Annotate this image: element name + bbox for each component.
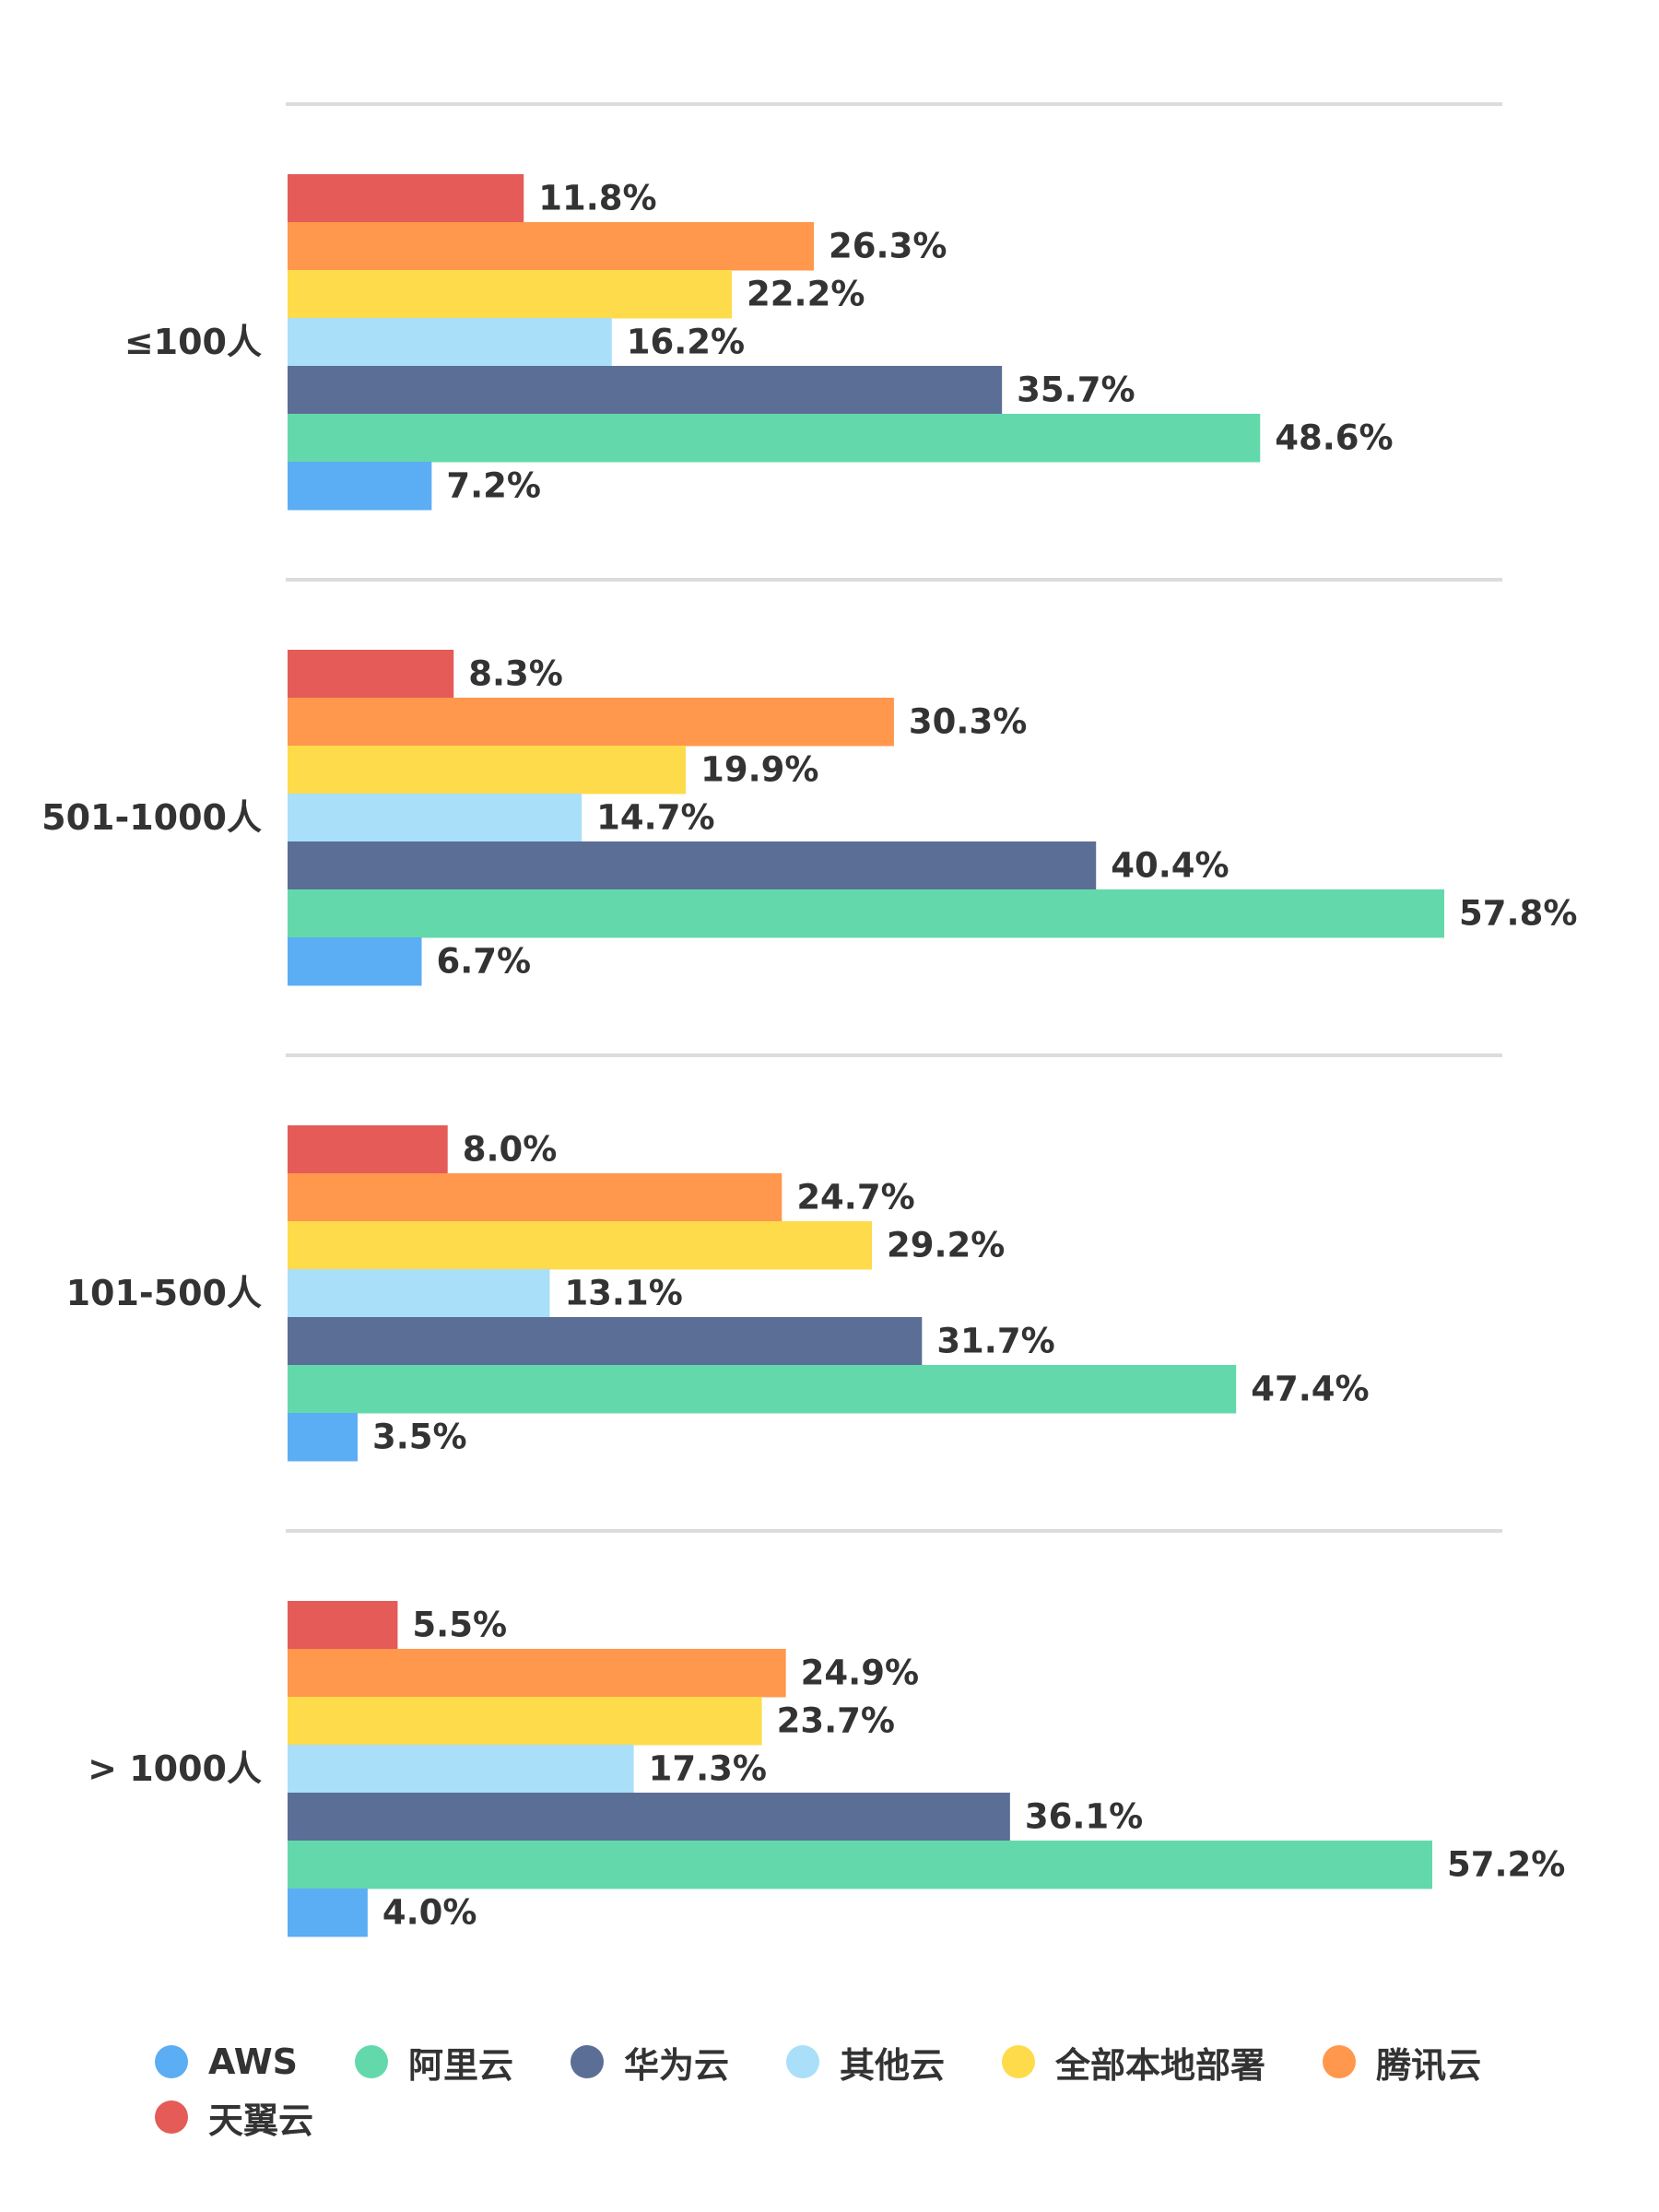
bar[interactable]	[288, 1841, 1433, 1889]
data-label: 26.3%	[829, 227, 947, 266]
legend-label: AWS	[208, 2041, 298, 2082]
legend-label: 天翼云	[208, 2100, 314, 2141]
data-label: 17.3%	[649, 1749, 767, 1789]
category-label: > 1000人	[88, 1748, 262, 1789]
bar[interactable]	[288, 698, 894, 747]
legend-label: 其他云	[840, 2044, 946, 2086]
legend-label: 全部本地部署	[1055, 2044, 1266, 2086]
data-label: 5.5%	[412, 1606, 507, 1645]
bar[interactable]	[288, 889, 1445, 938]
data-label: 36.1%	[1025, 1797, 1143, 1837]
data-label: 6.7%	[436, 942, 531, 982]
data-label: 8.3%	[468, 654, 563, 694]
data-label: 57.8%	[1459, 894, 1577, 934]
bar[interactable]	[288, 366, 1003, 415]
data-label: 23.7%	[777, 1701, 895, 1741]
category-labels: ≤100人 501-1000人 101-500人 > 1000人	[41, 322, 262, 1789]
bar[interactable]	[288, 1221, 873, 1270]
category-label: ≤100人	[124, 322, 262, 362]
legend-marker-icon	[1323, 2045, 1357, 2078]
bar[interactable]	[288, 937, 422, 986]
data-label: 30.3%	[909, 702, 1027, 742]
legend-item[interactable]: AWS	[155, 2039, 298, 2085]
bar[interactable]	[288, 650, 454, 699]
data-label: 3.5%	[372, 1418, 467, 1457]
legend-label: 华为云	[624, 2044, 730, 2086]
bar[interactable]	[288, 270, 733, 319]
bar[interactable]	[288, 1649, 786, 1698]
bars	[288, 174, 1445, 1937]
data-label: 8.0%	[463, 1130, 558, 1170]
bar[interactable]	[288, 1269, 550, 1318]
data-label: 22.2%	[747, 275, 865, 314]
bar[interactable]	[288, 841, 1097, 890]
legend-marker-icon	[355, 2045, 388, 2078]
data-label: 47.4%	[1251, 1370, 1369, 1409]
bar[interactable]	[288, 1173, 782, 1222]
bar[interactable]	[288, 1317, 923, 1366]
data-label: 48.6%	[1275, 418, 1393, 458]
bar[interactable]	[288, 1365, 1237, 1414]
legend-item[interactable]: 全部本地部署	[1002, 2039, 1266, 2086]
bar[interactable]	[288, 1125, 448, 1174]
bar[interactable]	[288, 1601, 398, 1650]
legend-label: 阿里云	[408, 2044, 514, 2086]
value-labels: 11.8% 26.3% 22.2%16.2% 35.7% 48.6% 7.2% 8.3% 30…	[372, 179, 1577, 1933]
data-label: 24.7%	[796, 1178, 914, 1218]
bar[interactable]	[288, 1793, 1010, 1841]
bar[interactable]	[288, 222, 815, 271]
data-label: 13.1%	[564, 1274, 682, 1313]
legend-marker-icon	[571, 2045, 605, 2078]
legend-item[interactable]: 腾讯云	[1323, 2039, 1482, 2086]
bar[interactable]	[288, 462, 432, 511]
data-label: 16.2%	[627, 323, 745, 362]
data-label: 29.2%	[887, 1226, 1005, 1265]
data-label: 35.7%	[1017, 371, 1135, 410]
legend-item[interactable]: 天翼云	[155, 2094, 314, 2141]
bar[interactable]	[288, 1888, 368, 1937]
bar[interactable]	[288, 318, 612, 367]
bar[interactable]	[288, 746, 687, 794]
legend-marker-icon	[786, 2045, 820, 2078]
bar[interactable]	[288, 414, 1261, 463]
data-label: 40.4%	[1111, 846, 1229, 886]
legend-item[interactable]: 其他云	[786, 2039, 946, 2086]
legend-marker-icon	[1002, 2045, 1036, 2078]
legend-label: 腾讯云	[1376, 2044, 1482, 2086]
legend-item[interactable]: 阿里云	[355, 2039, 514, 2086]
data-label: 14.7%	[596, 798, 714, 838]
category-label: 101-500人	[66, 1273, 262, 1313]
legend-item[interactable]: 华为云	[571, 2039, 730, 2086]
data-label: 57.2%	[1447, 1845, 1565, 1885]
bar[interactable]	[288, 174, 524, 223]
data-label: 19.9%	[700, 750, 818, 790]
data-label: 4.0%	[382, 1893, 477, 1933]
bar[interactable]	[288, 1745, 634, 1794]
data-label: 24.9%	[801, 1653, 919, 1693]
bar[interactable]	[288, 794, 582, 842]
category-label: 501-1000人	[41, 797, 262, 838]
chart-legend: AWS 阿里云 华为云 其他云 全部本地部署 腾讯云天翼云	[155, 2039, 1556, 2141]
legend-marker-icon	[155, 2045, 188, 2078]
gridlines	[286, 102, 1502, 1533]
data-label: 11.8%	[538, 179, 656, 218]
legend-marker-icon	[155, 2100, 188, 2134]
bar[interactable]	[288, 1697, 762, 1746]
bar[interactable]	[288, 1413, 358, 1462]
data-label: 7.2%	[446, 466, 541, 506]
data-label: 31.7%	[936, 1322, 1054, 1361]
